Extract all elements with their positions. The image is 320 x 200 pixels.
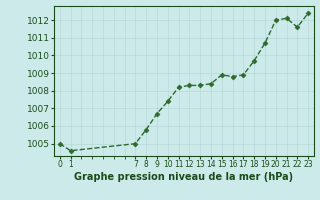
X-axis label: Graphe pression niveau de la mer (hPa): Graphe pression niveau de la mer (hPa) [75, 172, 293, 182]
